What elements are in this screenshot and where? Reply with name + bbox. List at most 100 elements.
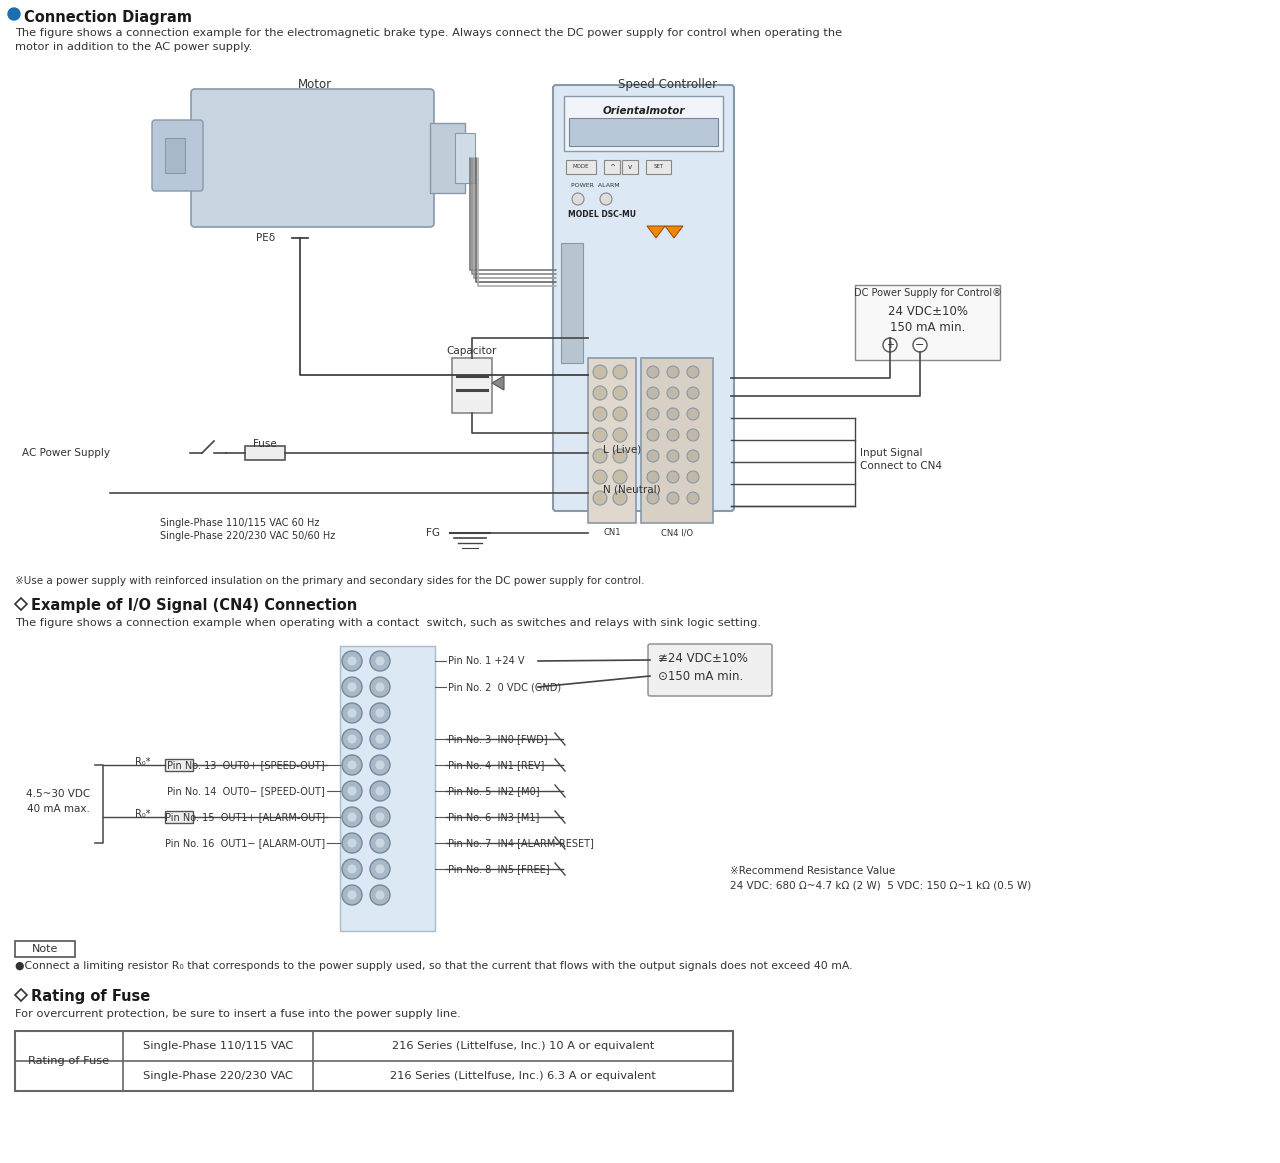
Text: Fuse: Fuse xyxy=(253,438,276,449)
Text: 4.5~30 VDC: 4.5~30 VDC xyxy=(26,789,90,799)
Text: MODEL DSC-MU: MODEL DSC-MU xyxy=(568,211,636,219)
Circle shape xyxy=(342,651,362,671)
Text: FG: FG xyxy=(426,528,440,538)
Circle shape xyxy=(375,682,385,692)
Bar xyxy=(244,445,285,461)
Text: Single-Phase 110/115 VAC: Single-Phase 110/115 VAC xyxy=(143,1041,293,1051)
Circle shape xyxy=(593,449,607,463)
Circle shape xyxy=(667,366,678,378)
Circle shape xyxy=(342,755,362,775)
Polygon shape xyxy=(646,226,666,238)
Circle shape xyxy=(375,708,385,718)
Text: Pin No. 2  0 VDC (GND): Pin No. 2 0 VDC (GND) xyxy=(448,682,561,692)
Text: MODE: MODE xyxy=(572,164,589,170)
Text: Pin No. 15  OUT1+ [ALARM-OUT]: Pin No. 15 OUT1+ [ALARM-OUT] xyxy=(165,812,325,822)
Circle shape xyxy=(593,491,607,505)
Circle shape xyxy=(347,656,357,666)
Text: motor in addition to the AC power supply.: motor in addition to the AC power supply… xyxy=(15,42,252,52)
Circle shape xyxy=(370,755,390,775)
Circle shape xyxy=(572,193,584,205)
Circle shape xyxy=(646,450,659,462)
Circle shape xyxy=(687,387,699,399)
Text: Pin No. 1 +24 V: Pin No. 1 +24 V xyxy=(448,656,525,666)
Text: Pin No. 8  IN5 [FREE]: Pin No. 8 IN5 [FREE] xyxy=(448,864,549,875)
Text: CN1: CN1 xyxy=(603,528,621,537)
Circle shape xyxy=(370,651,390,671)
Circle shape xyxy=(375,734,385,744)
Text: Connection Diagram: Connection Diagram xyxy=(24,10,192,24)
Circle shape xyxy=(347,734,357,744)
Text: ※Use a power supply with reinforced insulation on the primary and secondary side: ※Use a power supply with reinforced insu… xyxy=(15,576,645,586)
Text: Pin No. 3  IN0 [FWD]: Pin No. 3 IN0 [FWD] xyxy=(448,734,548,744)
Text: Single-Phase 220/230 VAC: Single-Phase 220/230 VAC xyxy=(143,1071,293,1080)
Circle shape xyxy=(347,812,357,822)
Bar xyxy=(15,941,76,957)
Circle shape xyxy=(667,450,678,462)
Circle shape xyxy=(375,656,385,666)
Text: 150 mA min.: 150 mA min. xyxy=(890,321,965,334)
Text: R₀*: R₀* xyxy=(134,809,150,819)
Circle shape xyxy=(375,812,385,822)
Text: 216 Series (Littelfuse, Inc.) 6.3 A or equivalent: 216 Series (Littelfuse, Inc.) 6.3 A or e… xyxy=(390,1071,655,1080)
Bar xyxy=(165,759,193,771)
Circle shape xyxy=(646,387,659,399)
Text: The figure shows a connection example when operating with a contact  switch, suc: The figure shows a connection example wh… xyxy=(15,618,762,628)
Text: 40 mA max.: 40 mA max. xyxy=(27,804,90,814)
Text: Pin No. 16  OUT1− [ALARM-OUT]: Pin No. 16 OUT1− [ALARM-OUT] xyxy=(165,839,325,848)
Circle shape xyxy=(342,729,362,749)
Circle shape xyxy=(646,471,659,483)
Bar xyxy=(430,123,465,193)
Circle shape xyxy=(375,864,385,875)
Circle shape xyxy=(375,839,385,848)
Text: Pin No. 14  OUT0− [SPEED-OUT]: Pin No. 14 OUT0− [SPEED-OUT] xyxy=(168,786,325,795)
Polygon shape xyxy=(15,989,27,1001)
Circle shape xyxy=(687,429,699,441)
Polygon shape xyxy=(666,226,684,238)
Text: Pin No. 7  IN4 [ALARM-RESET]: Pin No. 7 IN4 [ALARM-RESET] xyxy=(448,839,594,848)
Text: AC Power Supply: AC Power Supply xyxy=(22,448,110,458)
Circle shape xyxy=(667,492,678,504)
Circle shape xyxy=(342,859,362,879)
Circle shape xyxy=(370,782,390,801)
Text: Pin No. 6  IN3 [M1]: Pin No. 6 IN3 [M1] xyxy=(448,812,539,822)
Text: Single-Phase 220/230 VAC 50/60 Hz: Single-Phase 220/230 VAC 50/60 Hz xyxy=(160,531,335,541)
Text: Rating of Fuse: Rating of Fuse xyxy=(31,989,150,1004)
Text: ●Connect a limiting resistor R₀ that corresponds to the power supply used, so th: ●Connect a limiting resistor R₀ that cor… xyxy=(15,961,852,971)
Text: POWER  ALARM: POWER ALARM xyxy=(571,183,620,188)
Circle shape xyxy=(370,885,390,905)
Circle shape xyxy=(347,682,357,692)
Text: ≇24 VDC±10%: ≇24 VDC±10% xyxy=(658,652,748,665)
Circle shape xyxy=(593,386,607,400)
Bar xyxy=(604,160,620,174)
Circle shape xyxy=(613,407,627,421)
Bar xyxy=(564,97,723,151)
Bar xyxy=(165,138,186,173)
Bar xyxy=(646,160,671,174)
Circle shape xyxy=(342,885,362,905)
Bar xyxy=(340,645,435,932)
Circle shape xyxy=(342,677,362,697)
Circle shape xyxy=(375,890,385,900)
Circle shape xyxy=(667,429,678,441)
Text: 216 Series (Littelfuse, Inc.) 10 A or equivalent: 216 Series (Littelfuse, Inc.) 10 A or eq… xyxy=(392,1041,654,1051)
FancyBboxPatch shape xyxy=(191,90,434,227)
Text: For overcurrent protection, be sure to insert a fuse into the power supply line.: For overcurrent protection, be sure to i… xyxy=(15,1009,461,1019)
Circle shape xyxy=(8,8,20,20)
Circle shape xyxy=(646,408,659,420)
Circle shape xyxy=(370,702,390,723)
Circle shape xyxy=(593,407,607,421)
Text: ※Recommend Resistance Value: ※Recommend Resistance Value xyxy=(730,866,895,876)
Circle shape xyxy=(370,859,390,879)
FancyBboxPatch shape xyxy=(152,120,204,191)
FancyBboxPatch shape xyxy=(648,644,772,695)
Text: DC Power Supply for Control®: DC Power Supply for Control® xyxy=(854,288,1001,298)
Text: ⊙150 mA min.: ⊙150 mA min. xyxy=(658,670,744,683)
Circle shape xyxy=(646,366,659,378)
Text: Rating of Fuse: Rating of Fuse xyxy=(28,1056,110,1066)
Text: The figure shows a connection example for the electromagnetic brake type. Always: The figure shows a connection example fo… xyxy=(15,28,842,38)
Text: 24 VDC±10%: 24 VDC±10% xyxy=(887,305,968,317)
Circle shape xyxy=(667,471,678,483)
Text: N (Neutral): N (Neutral) xyxy=(603,485,660,495)
Polygon shape xyxy=(492,376,504,390)
Bar xyxy=(454,133,475,183)
